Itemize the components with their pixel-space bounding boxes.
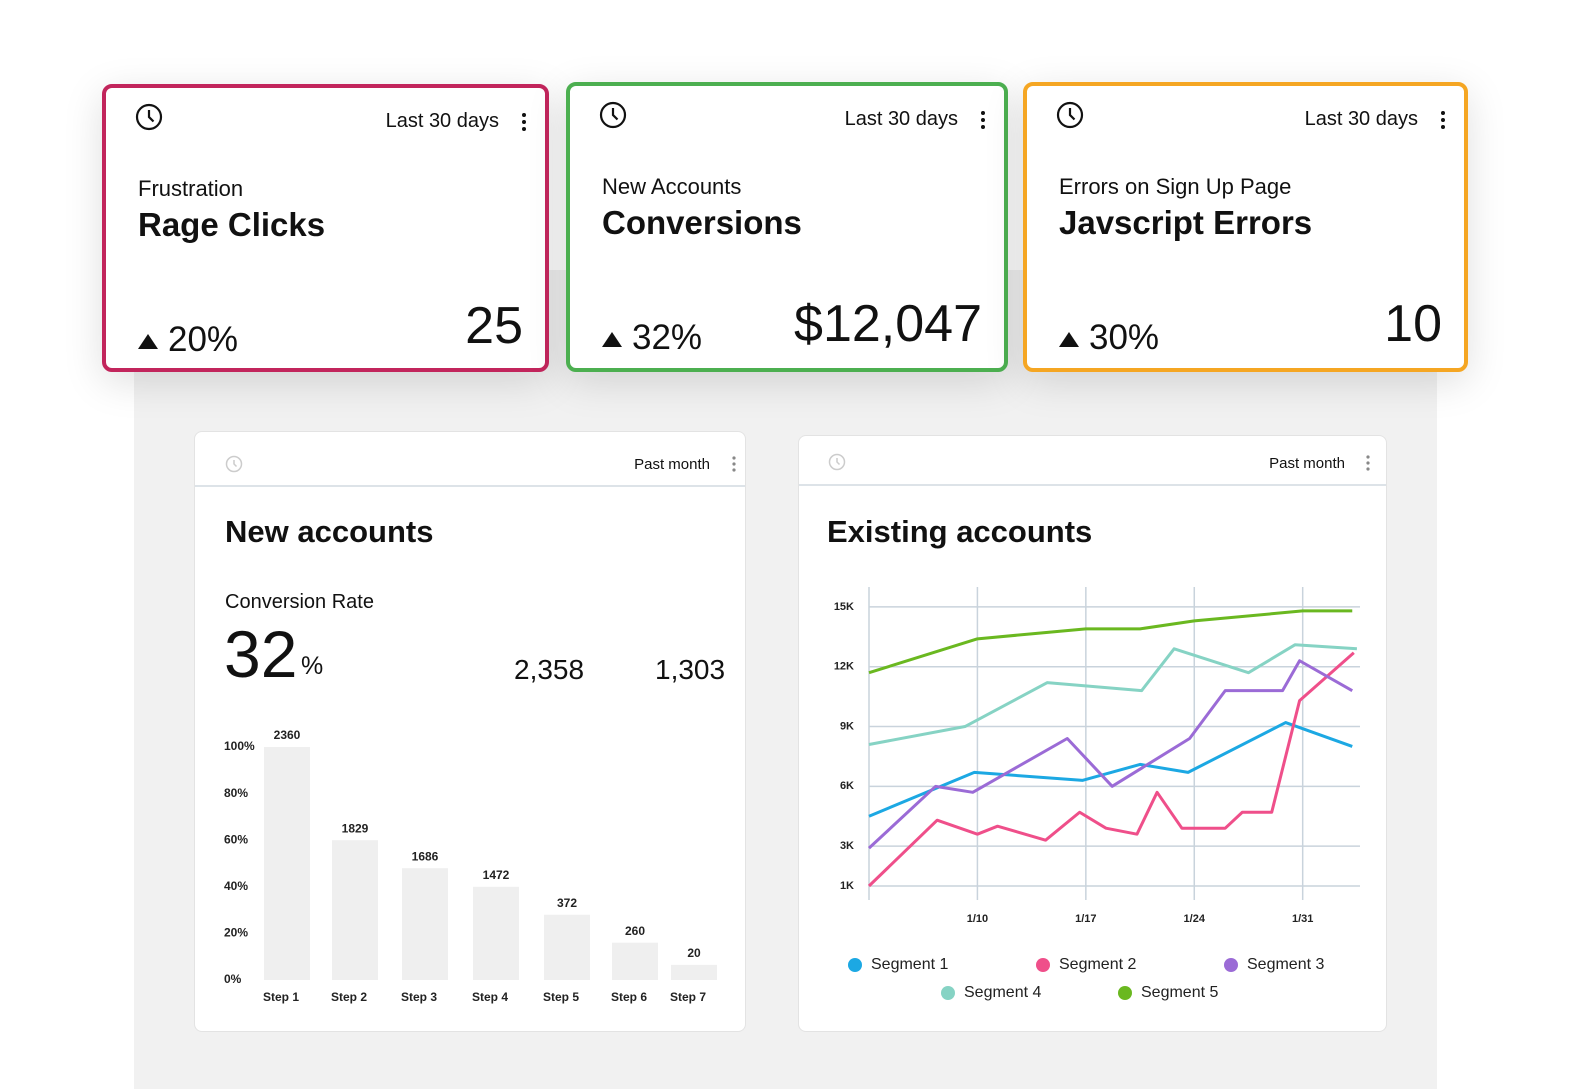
up-arrow: [138, 334, 158, 349]
kpi-card: Last 30 days Frustration Rage Clicks 20% 25: [102, 84, 549, 372]
period-label[interactable]: Last 30 days: [1304, 108, 1418, 130]
card-category: New Accounts: [602, 174, 742, 199]
card-value: $12,047: [794, 295, 982, 353]
stat: 1,303: [655, 654, 726, 685]
up-arrow: [1059, 332, 1079, 347]
x-tick-label: 1/10: [967, 913, 988, 925]
metric-value: 32: [224, 617, 298, 691]
card-change: 20%: [168, 320, 239, 359]
bar: [473, 886, 519, 980]
clock-icon: [828, 453, 846, 471]
series-line: [868, 643, 1357, 746]
bar: [612, 942, 658, 980]
period-label[interactable]: Last 30 days: [385, 110, 499, 132]
x-tick-label: 1/31: [1292, 913, 1313, 925]
legend-swatch: [941, 986, 955, 1000]
card-value: 10: [1384, 295, 1442, 353]
x-tick-label: Step 4: [472, 990, 508, 1004]
panel-title: Existing accounts: [827, 514, 1093, 549]
menu-icon[interactable]: [980, 110, 986, 130]
clock-icon: [1056, 101, 1084, 129]
bar-count-label: 1472: [483, 868, 510, 882]
card-category: Frustration: [138, 176, 244, 201]
series-line: [867, 651, 1355, 888]
existing-accounts-panel: Past month Existing accounts: [798, 435, 1387, 1032]
menu-icon[interactable]: [731, 455, 737, 473]
series-line: [867, 659, 1354, 850]
bar: [332, 840, 378, 980]
y-tick-label: 9K: [840, 720, 854, 732]
bar-count-label: 372: [557, 896, 577, 910]
panel-title: New accounts: [225, 514, 434, 549]
bar-count-label: 1686: [412, 849, 439, 863]
y-tick-label: 20%: [224, 926, 248, 940]
x-tick-label: Step 3: [401, 990, 437, 1004]
y-tick-label: 0%: [224, 972, 242, 986]
card-title: Rage Clicks: [138, 206, 326, 243]
x-tick-label: Step 6: [611, 990, 647, 1004]
legend-label: Segment 2: [1059, 956, 1136, 973]
kpi-card: Last 30 days New Accounts Conversions 32% $1…: [566, 82, 1008, 372]
legend-swatch: [848, 958, 862, 972]
period-label[interactable]: Last 30 days: [844, 108, 958, 130]
y-tick-label: 100%: [224, 739, 255, 753]
legend-label: Segment 5: [1141, 984, 1218, 1001]
card-category: Errors on Sign Up Page: [1059, 174, 1292, 199]
bar-count-label: 2360: [274, 728, 301, 742]
x-tick-label: Step 2: [331, 990, 367, 1004]
bar: [544, 914, 590, 980]
x-tick-label: Step 1: [263, 990, 299, 1004]
card-change: 30%: [1089, 318, 1160, 357]
bar: [671, 964, 717, 980]
y-tick-label: 15K: [834, 601, 854, 613]
menu-icon[interactable]: [1365, 454, 1371, 472]
series-line: [868, 721, 1353, 818]
metric-label: Conversion Rate: [225, 591, 374, 613]
y-tick-label: 6K: [840, 780, 854, 792]
separator: [195, 485, 745, 487]
y-tick-label: 12K: [834, 661, 854, 673]
clock-icon: [599, 101, 627, 129]
y-tick-label: 3K: [840, 840, 854, 852]
menu-icon[interactable]: [521, 112, 527, 132]
bar: [264, 747, 310, 980]
y-tick-label: 80%: [224, 786, 248, 800]
y-tick-label: 1K: [840, 880, 854, 892]
legend-swatch: [1224, 958, 1238, 972]
kpi-card: Last 30 days Errors on Sign Up Page Javscr…: [1023, 82, 1468, 372]
x-tick-label: 1/17: [1075, 913, 1096, 925]
y-tick-label: 60%: [224, 832, 248, 846]
x-tick-label: Step 7: [670, 990, 706, 1004]
metric-unit: %: [301, 652, 324, 680]
bar-count-label: 20: [687, 946, 701, 960]
card-value: 25: [465, 297, 523, 355]
clock-icon: [135, 103, 163, 131]
card-change: 32%: [632, 318, 703, 357]
bar-count-label: 1829: [342, 821, 369, 835]
bar-count-label: 260: [625, 924, 645, 938]
menu-icon[interactable]: [1440, 110, 1446, 130]
stat: 2,358: [514, 654, 585, 685]
x-tick-label: 1/24: [1184, 913, 1206, 925]
legend-swatch: [1118, 986, 1132, 1000]
clock-icon: [225, 455, 243, 473]
legend-label: Segment 4: [964, 984, 1041, 1001]
x-tick-label: Step 5: [543, 990, 579, 1004]
legend-label: Segment 3: [1247, 956, 1324, 973]
series-line: [868, 609, 1353, 675]
bar: [402, 868, 448, 980]
separator: [799, 484, 1386, 486]
legend-label: Segment 1: [871, 956, 948, 973]
card-title: Javscript Errors: [1059, 204, 1313, 241]
period-label[interactable]: Past month: [1269, 455, 1345, 472]
y-tick-label: 40%: [224, 879, 248, 893]
up-arrow: [602, 332, 622, 347]
card-title: Conversions: [602, 204, 802, 241]
period-label[interactable]: Past month: [634, 456, 710, 473]
legend-swatch: [1036, 958, 1050, 972]
